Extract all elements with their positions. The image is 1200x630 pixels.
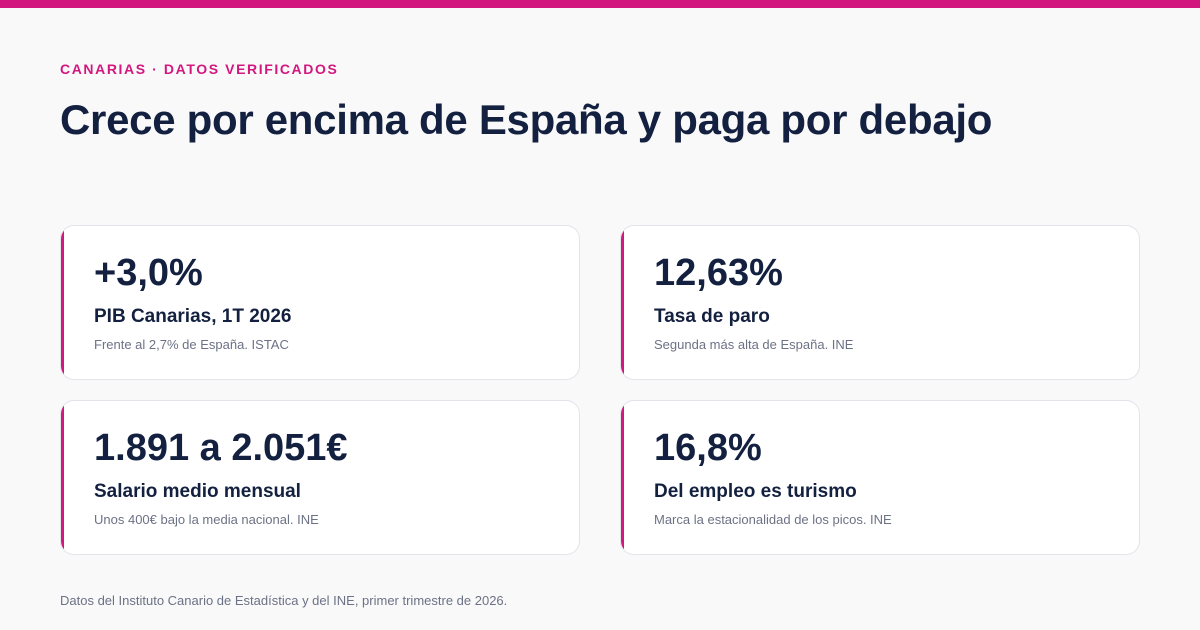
stat-label: Tasa de paro — [654, 306, 770, 327]
stat-card-paro: 12,63% Tasa de paro Segunda más alta de … — [620, 225, 1140, 380]
stat-label: PIB Canarias, 1T 2026 — [94, 306, 292, 327]
stat-label: Del empleo es turismo — [654, 481, 857, 502]
stat-note: Frente al 2,7% de España. ISTAC — [94, 337, 289, 352]
stat-card-pib: +3,0% PIB Canarias, 1T 2026 Frente al 2,… — [60, 225, 580, 380]
stat-value: +3,0% — [94, 252, 203, 294]
stat-card-turismo: 16,8% Del empleo es turismo Marca la est… — [620, 400, 1140, 555]
stat-card-salario: 1.891 a 2.051€ Salario medio mensual Uno… — [60, 400, 580, 555]
accent-top-bar — [0, 0, 1200, 8]
page-title: Crece por encima de España y paga por de… — [60, 96, 993, 143]
stat-note: Segunda más alta de España. INE — [654, 337, 854, 352]
source-footnote: Datos del Instituto Canario de Estadísti… — [60, 593, 508, 608]
stat-value: 1.891 a 2.051€ — [94, 427, 348, 469]
stat-value: 16,8% — [654, 427, 762, 469]
stat-label: Salario medio mensual — [94, 481, 301, 502]
eyebrow-label: CANARIAS · DATOS VERIFICADOS — [60, 61, 339, 77]
stat-note: Marca la estacionalidad de los picos. IN… — [654, 512, 892, 527]
stat-value: 12,63% — [654, 252, 783, 294]
stat-note: Unos 400€ bajo la media nacional. INE — [94, 512, 319, 527]
